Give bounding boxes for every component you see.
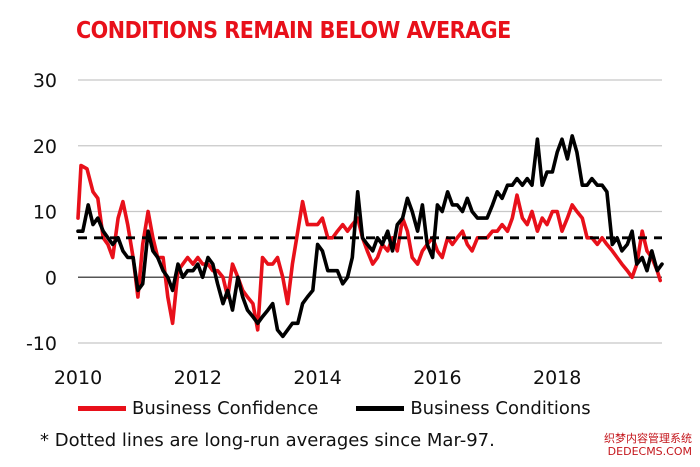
x-tick-label: 2010: [54, 367, 102, 389]
series-line-0: [76, 163, 662, 332]
y-tick-label: 20: [33, 136, 57, 158]
chart-title: CONDITIONS REMAIN BELOW AVERAGE: [76, 18, 511, 44]
legend-item-business-confidence: Business Confidence: [78, 398, 318, 419]
y-tick-label: 0: [45, 267, 57, 289]
x-tick-label: 2014: [293, 367, 341, 389]
legend-label: Business Confidence: [132, 398, 319, 419]
series-layer: [76, 134, 664, 339]
footnote: * Dotted lines are long-run averages sin…: [40, 430, 495, 451]
x-tick-label: 2012: [174, 367, 222, 389]
series-line-1: [76, 134, 664, 339]
watermark-line-1: 织梦内容管理系统: [604, 432, 692, 445]
legend-item-business-conditions: Business Conditions: [356, 398, 591, 419]
watermark: 织梦内容管理系统 DEDECMS.COM: [604, 432, 692, 458]
gridlines: [78, 79, 662, 344]
y-tick-label: 30: [33, 70, 57, 92]
legend-swatch-black: [356, 406, 405, 411]
watermark-line-2: DEDECMS.COM: [607, 445, 692, 458]
legend-label: Business Conditions: [410, 398, 591, 419]
x-tick-label: 2016: [413, 367, 461, 389]
x-tick-label: 2018: [533, 367, 581, 389]
y-tick-label: 10: [33, 202, 57, 224]
legend: Business Confidence Business Conditions: [78, 398, 629, 419]
legend-swatch-red: [78, 406, 126, 411]
y-tick-label: -10: [26, 333, 57, 355]
